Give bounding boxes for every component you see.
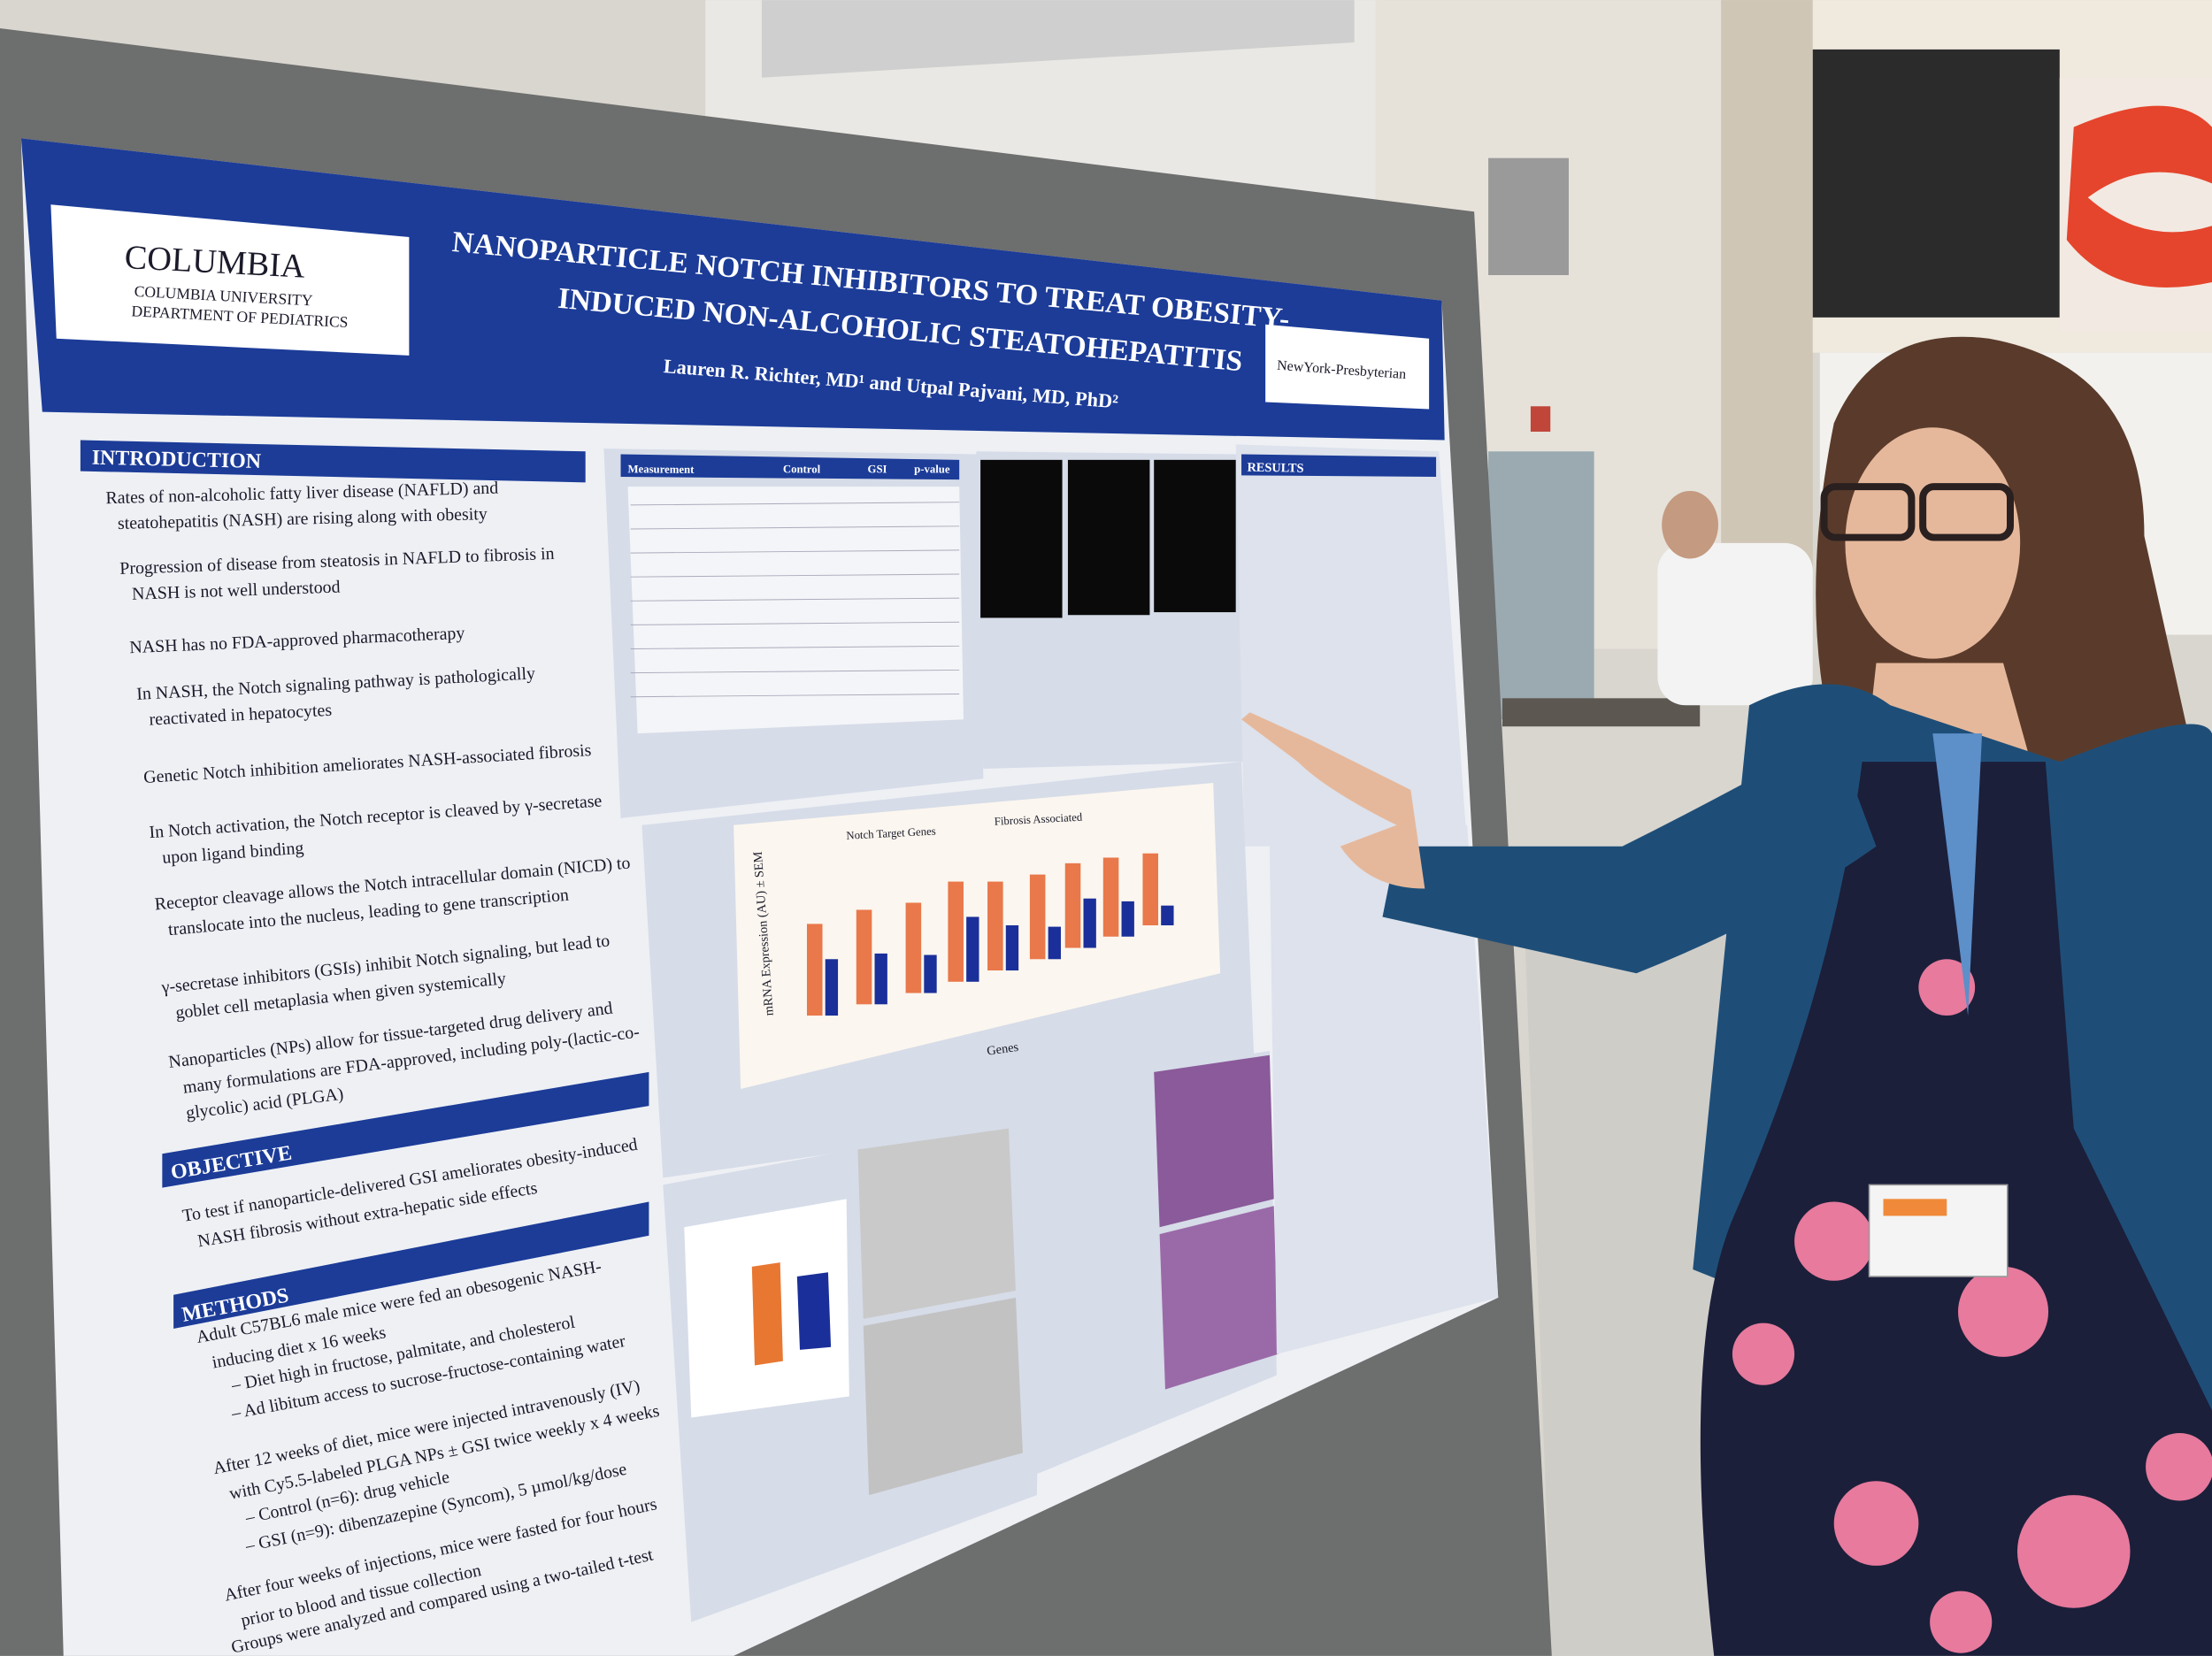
- figure-bar: [1064, 862, 1081, 948]
- table-rule: [630, 549, 960, 554]
- alarm: [1530, 406, 1551, 432]
- table-column: Measurement: [627, 463, 695, 476]
- partner-box: [1265, 324, 1430, 410]
- chart-bars: [806, 853, 1174, 1016]
- man-head: [1662, 490, 1718, 559]
- sleeve: [1382, 733, 1877, 974]
- table-rule: [630, 525, 960, 530]
- table-rule: [630, 597, 960, 602]
- dress-flowers: [1732, 959, 2212, 1653]
- histology: [1159, 1206, 1279, 1390]
- glasses: [1820, 483, 1916, 541]
- figure-bar: [825, 959, 839, 1016]
- figure-bar: [874, 953, 887, 1005]
- table-rule: [630, 669, 960, 674]
- banner: [1812, 49, 2060, 318]
- table-rule: [630, 502, 960, 506]
- man-shirt: [1657, 542, 1813, 706]
- table-column: p-value: [914, 463, 950, 475]
- table-column: Control: [783, 463, 821, 475]
- figure-bar: [1142, 853, 1158, 926]
- logo-box: [50, 204, 410, 356]
- section-bar: [173, 1201, 649, 1330]
- table-column: GSI: [868, 463, 887, 475]
- figure-bar: [987, 881, 1003, 971]
- figure-title: Notch Target Genes: [846, 824, 936, 841]
- id-badge: [1868, 1184, 2008, 1277]
- histology: [857, 1128, 1016, 1319]
- table-rule: [630, 694, 960, 698]
- figure-bar: [948, 881, 964, 982]
- figure-bar: [1161, 905, 1174, 926]
- section-bar: [162, 1071, 649, 1188]
- figure-bar: [905, 902, 922, 993]
- figure-bar: [1005, 925, 1019, 971]
- section-heading: RESULTS: [1247, 461, 1303, 476]
- figure-bar: [1048, 926, 1061, 960]
- panel: [1488, 451, 1594, 720]
- table-rule: [630, 573, 960, 578]
- micrograph: [1154, 459, 1236, 613]
- ceiling-vent: [761, 0, 1355, 78]
- section-bar: [80, 440, 586, 483]
- figure-bar: [806, 924, 823, 1016]
- face: [1845, 427, 2021, 659]
- figure-bar: [1102, 857, 1119, 937]
- figure-title: Fibrosis Associated: [994, 811, 1083, 828]
- figure-bar: [1083, 898, 1096, 948]
- banner-swirl: [2066, 105, 2212, 288]
- table-rule: [630, 645, 960, 649]
- micrograph: [980, 459, 1063, 618]
- figure-bar: [796, 1272, 832, 1350]
- figure-bar: [1121, 901, 1134, 937]
- histology: [1154, 1054, 1274, 1228]
- table-header: [620, 454, 960, 480]
- poster-header: [20, 138, 1445, 441]
- table: [1502, 698, 1701, 727]
- pillar: [1721, 0, 1813, 621]
- table-rule: [630, 621, 960, 625]
- histology: [863, 1297, 1023, 1496]
- figure-bar: [856, 909, 872, 1005]
- figure-bar: [966, 916, 979, 982]
- results-bar: [1241, 454, 1437, 477]
- figure-bar: [1029, 874, 1046, 960]
- pointing-hand: [1241, 712, 1425, 889]
- glasses: [1919, 483, 2014, 541]
- figure-axis-label: Genes: [986, 1040, 1019, 1059]
- section-heading: INTRODUCTION: [91, 447, 261, 473]
- lanyard: [1932, 733, 1983, 1016]
- badge-stripe: [1883, 1199, 1947, 1216]
- conclusions-panel: [1269, 824, 1499, 1354]
- speaker: [1488, 157, 1569, 275]
- figure-bar: [924, 954, 937, 993]
- figure-bar: [751, 1262, 783, 1366]
- micrograph: [1067, 459, 1150, 616]
